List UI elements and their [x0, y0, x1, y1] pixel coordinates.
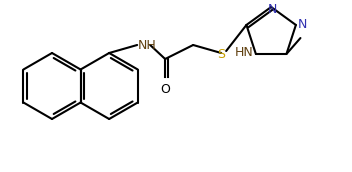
Text: HN: HN — [235, 46, 254, 58]
Text: O: O — [160, 83, 170, 96]
Text: NH: NH — [138, 39, 157, 51]
Text: S: S — [217, 47, 225, 61]
Text: N: N — [298, 18, 307, 31]
Text: N: N — [268, 3, 277, 15]
